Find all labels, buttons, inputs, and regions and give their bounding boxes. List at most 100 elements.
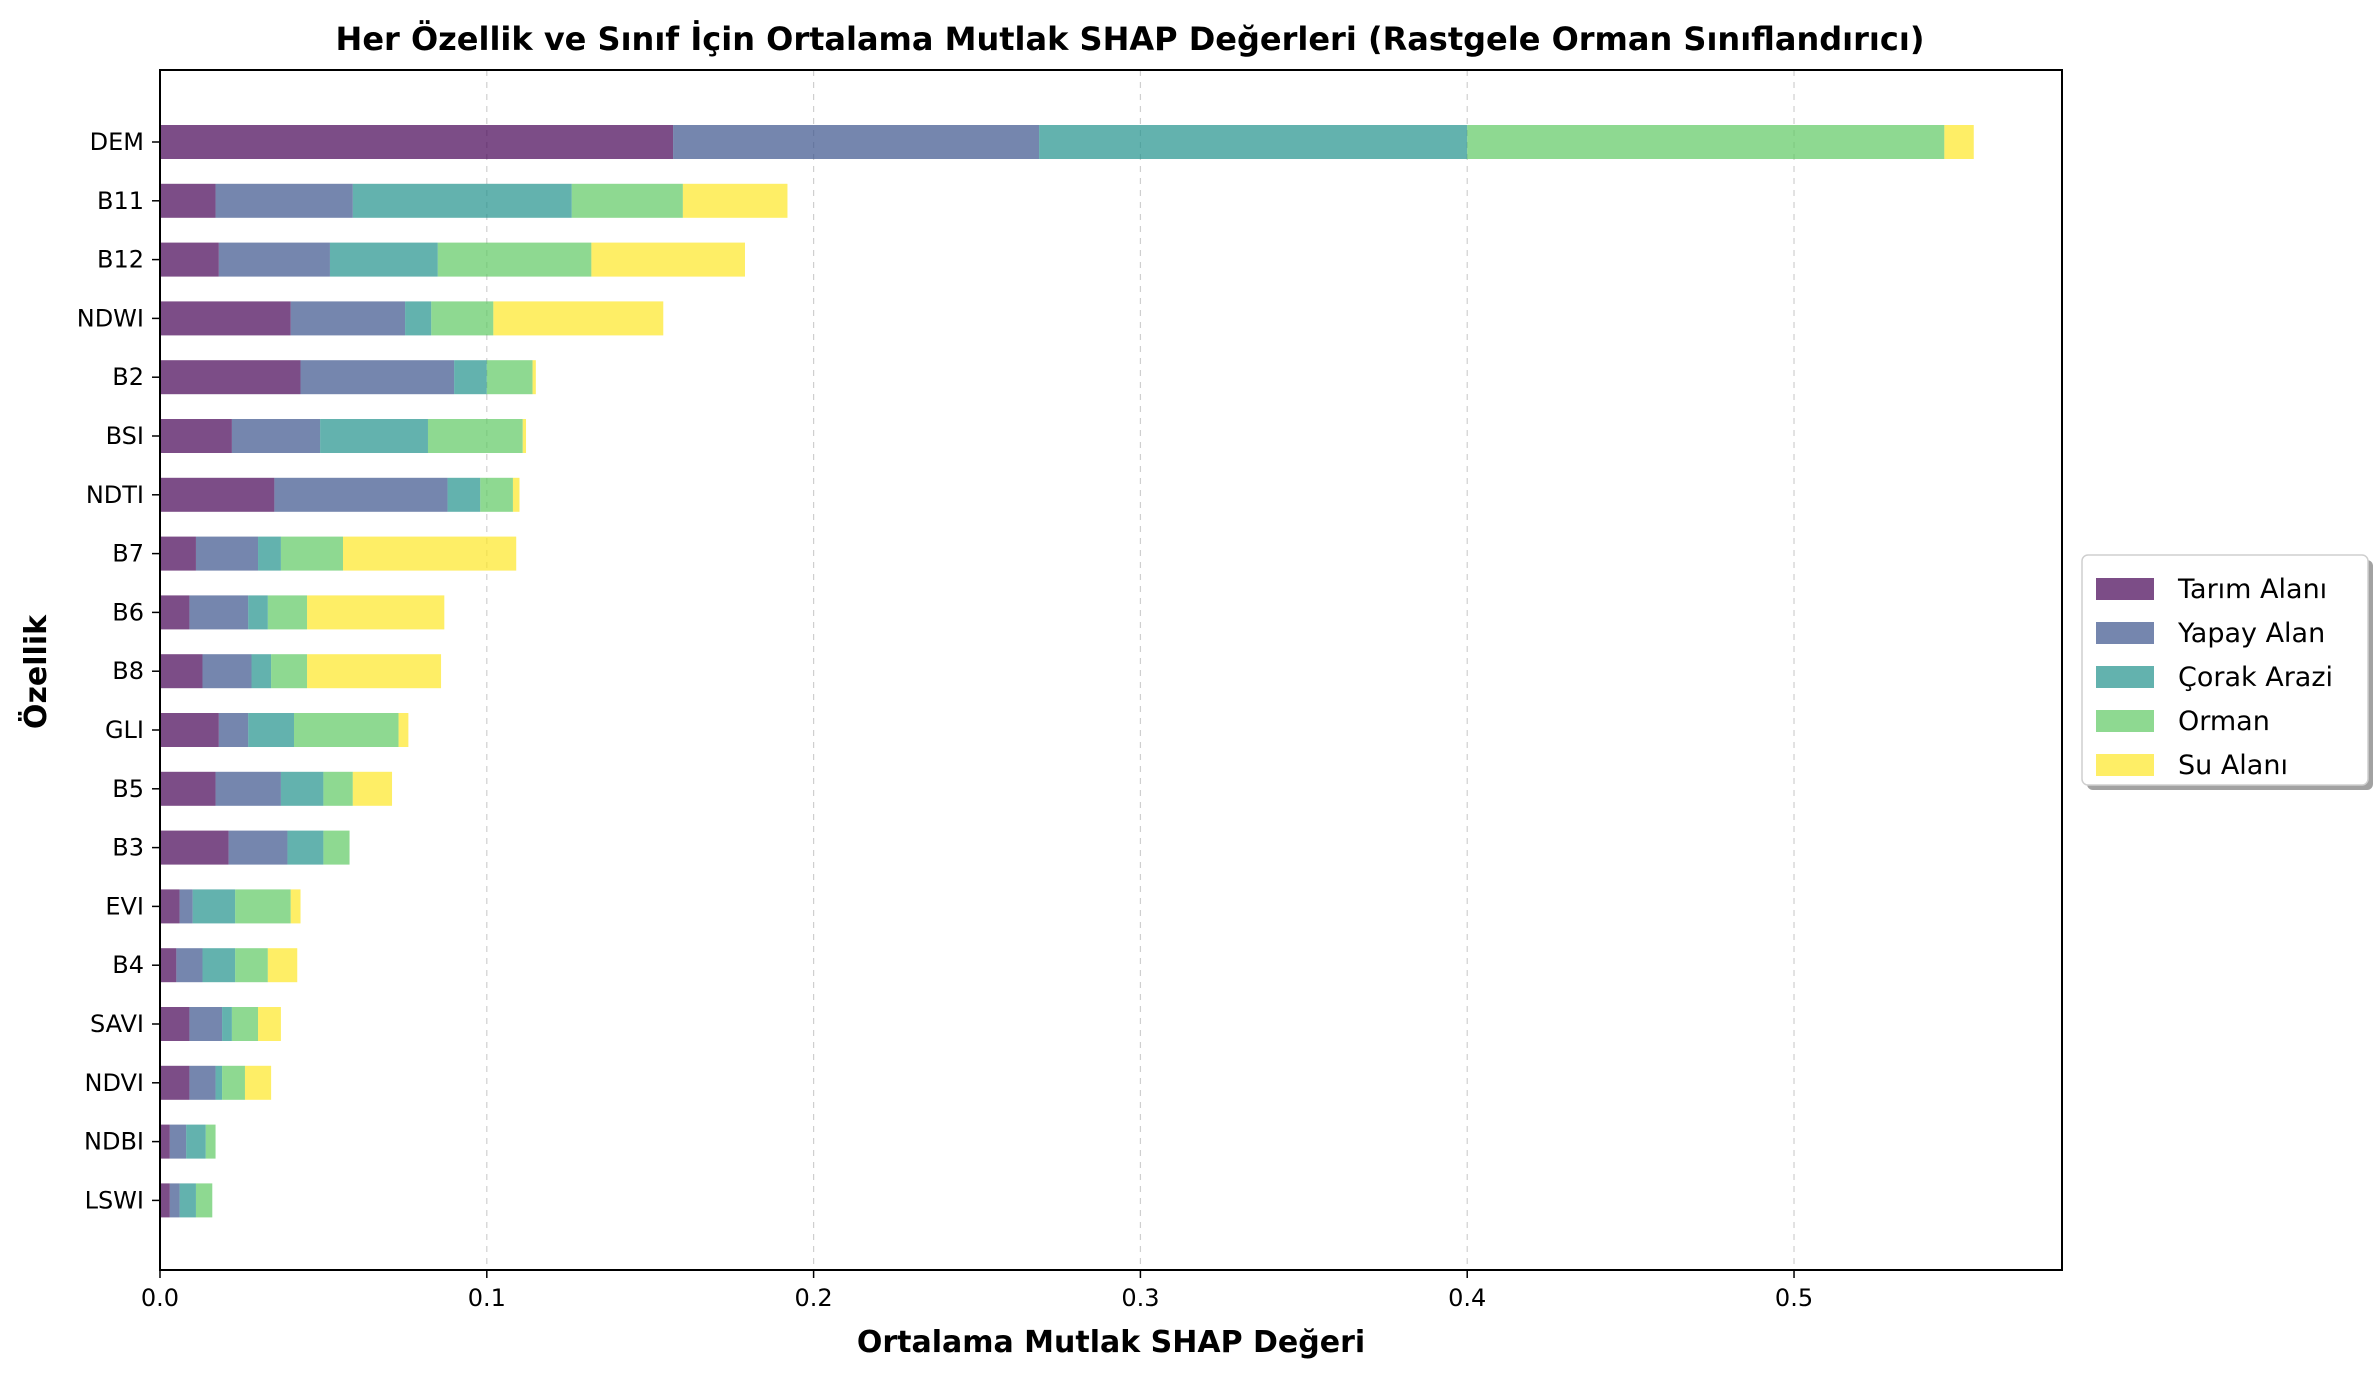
bars [160,125,1974,1218]
bar-segment [160,242,219,277]
bar-segment [287,830,324,865]
y-tick-label: NDBI [84,1128,144,1156]
y-tick-label: B12 [97,246,144,274]
bar-segment [427,419,523,453]
bar-segment [673,125,1040,159]
x-tick-label: 0.4 [1448,1284,1486,1312]
bar-segment [215,771,281,806]
legend-swatch [2096,710,2154,732]
bar-segment [160,301,291,336]
bar-segment [320,419,428,453]
plot-frame [159,69,2063,1271]
bar-segment [202,654,252,689]
y-tick-label: B5 [112,775,144,803]
bar-segment [1039,125,1468,159]
bar-segment [160,183,216,218]
bar-segment [195,536,259,571]
bar-segment [323,771,353,806]
bar-segment [179,889,193,924]
legend-label: Su Alanı [2178,750,2288,781]
y-tick-label: B11 [97,187,144,215]
x-tick-label: 0.5 [1775,1284,1813,1312]
y-tick-label: NDWI [77,304,144,332]
bar-segment [189,1007,223,1041]
y-tick-label: BSI [106,422,144,450]
bar-segment [179,1183,196,1218]
bar-segment [218,713,249,747]
bar-segment [160,1007,190,1041]
legend-swatch [2096,666,2154,688]
bar-segment [160,477,275,512]
bar-segment [160,771,216,806]
bar-segment [160,1124,170,1159]
bar-segment [290,889,301,924]
bar-segment [169,1183,180,1218]
bar-segment [591,242,745,277]
bar-segment [352,183,572,218]
bar-segment [512,477,520,512]
bar-segment [447,477,481,512]
legend-label: Orman [2178,706,2270,737]
bar-segment [493,301,664,336]
bar-segment [202,948,236,983]
x-tick-label: 0.3 [1121,1284,1159,1312]
bar-segment [290,301,406,336]
y-tick-label: SAVI [90,1010,144,1038]
bar-segment [186,1124,206,1159]
bar-segment [160,125,674,159]
bar-segment [293,713,399,747]
bar-segment [522,419,527,453]
bar-segment [231,1007,259,1041]
legend-swatch [2096,754,2154,776]
bar-segment [160,830,229,865]
bar-segment [352,771,393,806]
bar-segment [169,1124,187,1159]
bar-segment [215,183,353,218]
bar-segment [192,889,236,924]
legend-swatch [2096,578,2154,600]
bar-segment [244,1065,272,1100]
y-axis-label: Özellik [17,614,54,729]
bar-segment [258,1007,281,1041]
bar-segment [160,948,177,983]
bar-segment [486,360,533,395]
legend-label: Tarım Alanı [2177,574,2327,605]
y-tick-label: DEM [90,128,144,156]
bar-segment [231,419,321,453]
bar-segment [280,771,324,806]
bar-segment [274,477,448,512]
bar-segment [267,595,308,630]
bar-segment [532,360,536,395]
bar-segment [195,1183,213,1218]
bar-segment [307,654,442,689]
y-tick-label: B4 [112,951,144,979]
bar-segment [307,595,445,630]
bar-segment [228,830,288,865]
bar-segment [205,1124,216,1159]
y-axis: DEM B11 B12 NDWI B2 BSI NDTI B7 B6 B8 GLI B5 B3 EVI B4… [77,128,160,1214]
chart-title: Her Özellik ve Sınıf İçin Ortalama Mutla… [336,20,1925,58]
bar-segment [160,360,301,395]
bar-segment [218,242,330,277]
bar-segment [280,536,344,571]
bar-segment [454,360,487,395]
bar-segment [160,713,219,747]
bar-segment [222,1065,245,1100]
legend: Tarım Alanı Yapay Alan Çorak Arazi Orman Su … [2081,554,2373,790]
x-axis-label: Ortalama Mutlak SHAP Değeri [857,1325,1365,1360]
bar-segment [160,595,190,630]
y-tick-label: B3 [112,834,144,862]
y-tick-label: B8 [112,657,144,685]
bar-segment [176,948,203,983]
legend-label: Yapay Alan [2177,618,2325,649]
bar-segment [329,242,438,277]
bar-segment [222,1007,232,1041]
bar-segment [431,301,494,336]
y-tick-label: EVI [105,892,144,920]
bar-segment [480,477,513,512]
bar-segment [437,242,592,277]
bar-segment [160,536,196,571]
bar-segment [235,948,268,983]
bar-segment [160,654,203,689]
